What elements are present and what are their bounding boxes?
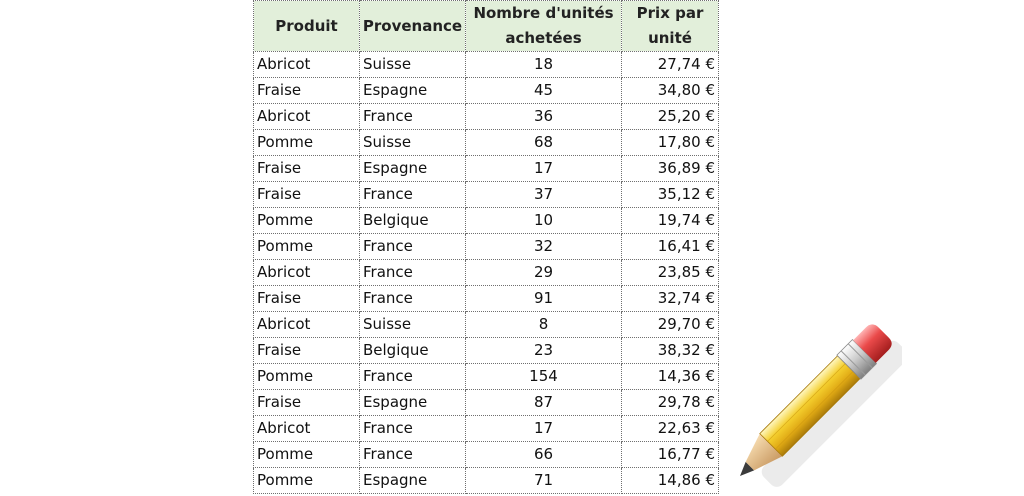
table-row: Fraise Espagne 17 36,89 €	[253, 155, 719, 182]
cell-prix-par-unite[interactable]: 14,86 €	[621, 467, 719, 494]
table-row: Pomme France 154 14,36 €	[253, 363, 719, 390]
table-row: Fraise Belgique 23 38,32 €	[253, 337, 719, 364]
cell-produit[interactable]: Abricot	[253, 415, 360, 442]
cell-produit[interactable]: Abricot	[253, 259, 360, 286]
table-row: Pomme Espagne 71 14,86 €	[253, 467, 719, 494]
table-row: Pomme France 32 16,41 €	[253, 233, 719, 260]
cell-produit[interactable]: Pomme	[253, 233, 360, 260]
table-row: Abricot France 17 22,63 €	[253, 415, 719, 442]
header-nombre-unites[interactable]: Nombre d'unités achetées	[465, 0, 622, 52]
cell-produit[interactable]: Abricot	[253, 103, 360, 130]
cell-prix-par-unite[interactable]: 23,85 €	[621, 259, 719, 286]
cell-nombre-unites[interactable]: 18	[465, 51, 622, 78]
cell-provenance[interactable]: France	[359, 415, 466, 442]
cell-produit[interactable]: Abricot	[253, 311, 360, 338]
cell-nombre-unites[interactable]: 37	[465, 181, 622, 208]
pencil-icon	[740, 324, 902, 487]
cell-produit[interactable]: Pomme	[253, 129, 360, 156]
cell-nombre-unites[interactable]: 154	[465, 363, 622, 390]
cell-provenance[interactable]: France	[359, 103, 466, 130]
cell-prix-par-unite[interactable]: 27,74 €	[621, 51, 719, 78]
cell-produit[interactable]: Pomme	[253, 363, 360, 390]
cell-provenance[interactable]: Belgique	[359, 207, 466, 234]
cell-nombre-unites[interactable]: 66	[465, 441, 622, 468]
cell-produit[interactable]: Fraise	[253, 181, 360, 208]
cell-produit[interactable]: Abricot	[253, 51, 360, 78]
table-row: Pomme France 66 16,77 €	[253, 441, 719, 468]
cell-provenance[interactable]: France	[359, 441, 466, 468]
cell-nombre-unites[interactable]: 17	[465, 415, 622, 442]
table-row: Abricot France 29 23,85 €	[253, 259, 719, 286]
header-prix-par-unite[interactable]: Prix par unité	[621, 0, 719, 52]
cell-provenance[interactable]: Belgique	[359, 337, 466, 364]
cell-provenance[interactable]: Espagne	[359, 77, 466, 104]
cell-provenance[interactable]: Suisse	[359, 51, 466, 78]
header-provenance[interactable]: Provenance	[359, 0, 466, 52]
cell-provenance[interactable]: France	[359, 233, 466, 260]
cell-nombre-unites[interactable]: 45	[465, 77, 622, 104]
header-row: Produit Provenance Nombre d'unités achet…	[253, 0, 719, 52]
cell-nombre-unites[interactable]: 29	[465, 259, 622, 286]
table-row: Fraise Espagne 87 29,78 €	[253, 389, 719, 416]
table-body: Abricot Suisse 18 27,74 € Fraise Espagne 45 34,…	[253, 51, 719, 494]
cell-produit[interactable]: Fraise	[253, 77, 360, 104]
cell-nombre-unites[interactable]: 71	[465, 467, 622, 494]
header-produit[interactable]: Produit	[253, 0, 360, 52]
cell-nombre-unites[interactable]: 68	[465, 129, 622, 156]
cell-nombre-unites[interactable]: 87	[465, 389, 622, 416]
cell-nombre-unites[interactable]: 10	[465, 207, 622, 234]
cell-prix-par-unite[interactable]: 36,89 €	[621, 155, 719, 182]
cell-prix-par-unite[interactable]: 29,78 €	[621, 389, 719, 416]
cell-nombre-unites[interactable]: 8	[465, 311, 622, 338]
cell-provenance[interactable]: France	[359, 285, 466, 312]
cell-produit[interactable]: Fraise	[253, 337, 360, 364]
cell-provenance[interactable]: France	[359, 181, 466, 208]
cell-provenance[interactable]: France	[359, 363, 466, 390]
cell-prix-par-unite[interactable]: 19,74 €	[621, 207, 719, 234]
cell-prix-par-unite[interactable]: 14,36 €	[621, 363, 719, 390]
cell-prix-par-unite[interactable]: 16,77 €	[621, 441, 719, 468]
cell-provenance[interactable]: Espagne	[359, 155, 466, 182]
cell-prix-par-unite[interactable]: 25,20 €	[621, 103, 719, 130]
cell-nombre-unites[interactable]: 32	[465, 233, 622, 260]
cell-nombre-unites[interactable]: 23	[465, 337, 622, 364]
cell-nombre-unites[interactable]: 91	[465, 285, 622, 312]
cell-prix-par-unite[interactable]: 38,32 €	[621, 337, 719, 364]
cell-prix-par-unite[interactable]: 34,80 €	[621, 77, 719, 104]
table-row: Fraise Espagne 45 34,80 €	[253, 77, 719, 104]
cell-produit[interactable]: Pomme	[253, 207, 360, 234]
cell-provenance[interactable]: France	[359, 259, 466, 286]
cell-provenance[interactable]: Suisse	[359, 311, 466, 338]
cell-provenance[interactable]: Suisse	[359, 129, 466, 156]
cell-prix-par-unite[interactable]: 22,63 €	[621, 415, 719, 442]
cell-prix-par-unite[interactable]: 17,80 €	[621, 129, 719, 156]
cell-produit[interactable]: Fraise	[253, 285, 360, 312]
cell-prix-par-unite[interactable]: 32,74 €	[621, 285, 719, 312]
cell-prix-par-unite[interactable]: 29,70 €	[621, 311, 719, 338]
table-row: Pomme Suisse 68 17,80 €	[253, 129, 719, 156]
table-row: Pomme Belgique 10 19,74 €	[253, 207, 719, 234]
table-row: Abricot Suisse 8 29,70 €	[253, 311, 719, 338]
table-row: Fraise France 91 32,74 €	[253, 285, 719, 312]
cell-nombre-unites[interactable]: 36	[465, 103, 622, 130]
cell-provenance[interactable]: Espagne	[359, 389, 466, 416]
cell-produit[interactable]: Fraise	[253, 155, 360, 182]
cell-provenance[interactable]: Espagne	[359, 467, 466, 494]
cell-prix-par-unite[interactable]: 16,41 €	[621, 233, 719, 260]
cell-produit[interactable]: Pomme	[253, 467, 360, 494]
table-row: Abricot France 36 25,20 €	[253, 103, 719, 130]
cell-prix-par-unite[interactable]: 35,12 €	[621, 181, 719, 208]
cell-nombre-unites[interactable]: 17	[465, 155, 622, 182]
table-row: Abricot Suisse 18 27,74 €	[253, 51, 719, 78]
fruit-purchases-table: Produit Provenance Nombre d'unités achet…	[253, 0, 719, 494]
table-row: Fraise France 37 35,12 €	[253, 181, 719, 208]
cell-produit[interactable]: Pomme	[253, 441, 360, 468]
cell-produit[interactable]: Fraise	[253, 389, 360, 416]
